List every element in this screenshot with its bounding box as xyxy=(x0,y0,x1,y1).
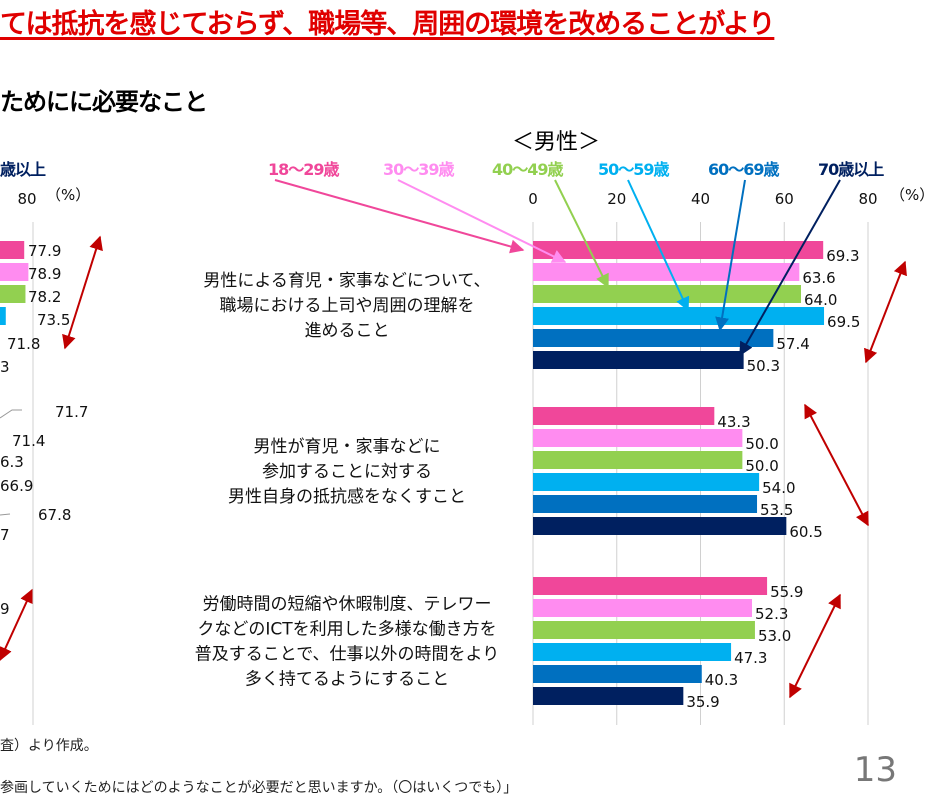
data-label: 78.2 xyxy=(28,288,61,306)
data-label: 6.3 xyxy=(0,453,24,471)
left-legend-partial: 歳以上 xyxy=(0,160,46,179)
data-label: 64.0 xyxy=(804,291,837,309)
legend-item: 60～69歳 xyxy=(708,160,780,179)
data-label: 78.9 xyxy=(28,265,61,283)
unit-label: （%） xyxy=(46,186,90,204)
bar xyxy=(533,621,755,639)
data-label: 50.3 xyxy=(747,357,780,375)
leader-line xyxy=(0,409,22,419)
data-label: 53.5 xyxy=(760,501,793,519)
comparison-arrow xyxy=(0,588,34,662)
x-tick-label: 0 xyxy=(528,190,538,208)
legend-pointer xyxy=(554,179,609,289)
bar xyxy=(0,307,6,325)
section-subtitle: ためにに必要なこと xyxy=(0,88,208,116)
x-tick-label: 40 xyxy=(691,190,710,208)
data-label: 47.3 xyxy=(734,649,767,667)
comparison-arrow xyxy=(864,260,907,364)
comparison-arrow xyxy=(804,403,869,527)
bar xyxy=(533,351,744,369)
category-label: 職場における上司や周囲の理解を xyxy=(220,296,475,316)
data-label: 35.9 xyxy=(686,693,719,711)
headline: ては抵抗を感じておらず、職場等、周囲の環境を改めることがより xyxy=(0,9,775,40)
leader-line xyxy=(0,513,11,516)
category-label: 進めること xyxy=(305,321,390,341)
bar xyxy=(533,687,684,705)
chart-title: ＜男性＞ xyxy=(512,130,601,155)
bar xyxy=(0,241,25,259)
data-label: 63.6 xyxy=(802,269,835,287)
bar xyxy=(533,495,758,513)
data-label: 40.3 xyxy=(705,671,738,689)
bar xyxy=(0,263,29,281)
data-label: 7 xyxy=(0,526,10,544)
category-label: 男性による育児・家事などについて、 xyxy=(203,271,490,291)
data-label: 52.3 xyxy=(755,605,788,623)
legend-pointer xyxy=(739,179,841,357)
bar xyxy=(0,285,26,303)
footnote-question: 参画していくためにはどのようなことが必要だと思いますか。（〇はいくつでも）」 xyxy=(0,780,518,796)
bar xyxy=(533,517,787,535)
comparison-arrow xyxy=(789,593,841,699)
bar xyxy=(533,577,768,595)
bar xyxy=(533,473,760,491)
bar xyxy=(533,665,702,683)
data-label: 50.0 xyxy=(745,457,778,475)
page-number: 13 xyxy=(853,750,897,790)
data-label: 69.3 xyxy=(826,247,859,265)
x-tick-label: 20 xyxy=(607,190,626,208)
data-label: 69.5 xyxy=(827,313,860,331)
bar xyxy=(533,329,774,347)
category-label: 多く持てるようにすること xyxy=(245,670,449,690)
legend-item: 40～49歳 xyxy=(492,160,564,179)
data-label: 71.8 xyxy=(7,335,40,353)
category-label: 普及することで、仕事以外の時間をより xyxy=(195,645,499,665)
data-label: 3 xyxy=(0,358,10,376)
data-label: 71.7 xyxy=(55,403,88,421)
comparison-arrow xyxy=(62,235,103,350)
category-label: クなどのICTを利用した多様な働き方を xyxy=(197,620,496,640)
bar xyxy=(533,285,801,303)
legend-item: 70歳以上 xyxy=(818,160,884,179)
data-label: 77.9 xyxy=(28,242,61,260)
data-label: 71.4 xyxy=(12,432,45,450)
data-label: 43.3 xyxy=(717,413,750,431)
data-label: 66.9 xyxy=(0,477,33,495)
legend-pointer xyxy=(627,179,690,312)
category-label: 労働時間の短縮や休暇制度、テレワー xyxy=(203,595,492,615)
category-label: 男性自身の抵抗感をなくすこと xyxy=(228,487,466,507)
data-label: 57.4 xyxy=(776,335,809,353)
data-label: 53.0 xyxy=(758,627,791,645)
data-label: 73.5 xyxy=(37,311,70,329)
category-label: 参加することに対する xyxy=(262,462,432,482)
legend-pointer xyxy=(274,179,525,254)
legend-item: 18～29歳 xyxy=(268,160,340,179)
category-label: 男性が育児・家事などに xyxy=(254,437,441,457)
legend-item: 30～39歳 xyxy=(383,160,455,179)
data-label: 60.5 xyxy=(789,523,822,541)
bar xyxy=(533,407,715,425)
bar xyxy=(533,307,825,325)
data-label: 54.0 xyxy=(762,479,795,497)
footnote-source: 査）より作成。 xyxy=(0,738,98,754)
data-label: 50.0 xyxy=(745,435,778,453)
unit-label: （%） xyxy=(890,186,927,204)
legend-item: 50～59歳 xyxy=(598,160,670,179)
legend-pointer xyxy=(397,179,567,263)
bar xyxy=(533,263,800,281)
legend-pointer xyxy=(715,179,746,332)
bar xyxy=(533,599,753,617)
x-tick-label: 80 xyxy=(858,190,877,208)
bar xyxy=(533,241,824,259)
bar xyxy=(533,643,732,661)
data-label: 55.9 xyxy=(770,583,803,601)
bar xyxy=(533,451,743,469)
data-label: 9 xyxy=(0,600,10,618)
x-tick-label: 80 xyxy=(17,190,36,208)
bar xyxy=(533,429,743,447)
x-tick-label: 60 xyxy=(775,190,794,208)
data-label: 67.8 xyxy=(38,506,71,524)
